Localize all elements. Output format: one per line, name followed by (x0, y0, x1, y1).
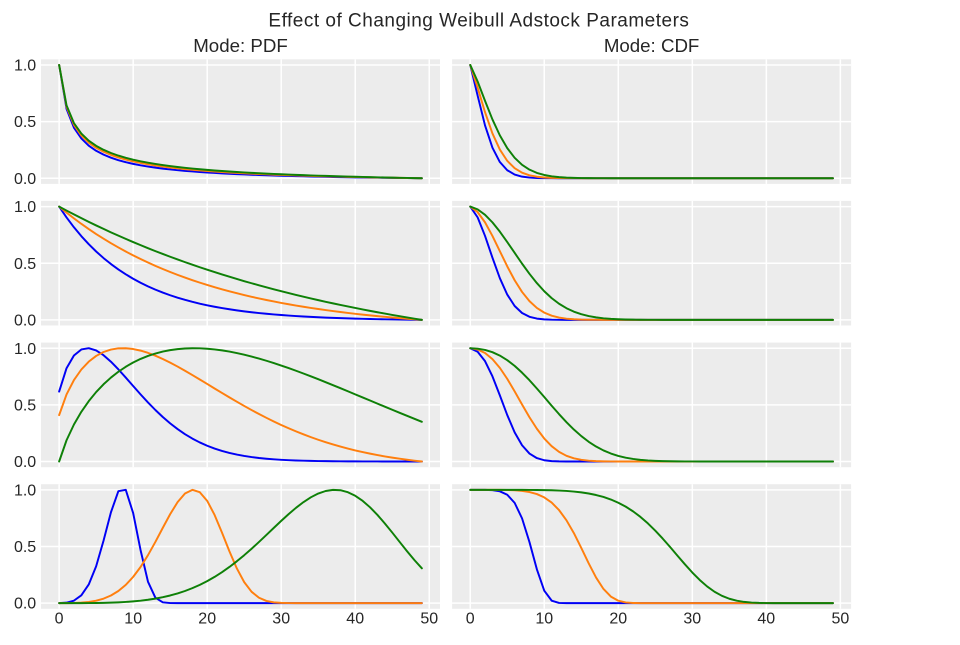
svg-text:50: 50 (832, 611, 850, 628)
svg-text:1.0: 1.0 (14, 341, 36, 358)
svg-text:50: 50 (420, 611, 438, 628)
svg-text:0.5: 0.5 (14, 114, 36, 131)
svg-text:1.0: 1.0 (14, 199, 36, 216)
svg-text:0: 0 (466, 611, 475, 628)
svg-text:1.0: 1.0 (14, 58, 36, 75)
svg-text:20: 20 (609, 611, 627, 628)
svg-text:Mode: CDF: Mode: CDF (604, 35, 700, 56)
svg-text:10: 10 (535, 611, 553, 628)
svg-text:0.0: 0.0 (14, 313, 36, 330)
svg-text:Mode: PDF: Mode: PDF (193, 35, 288, 56)
svg-text:1.0: 1.0 (14, 483, 36, 500)
svg-text:0.5: 0.5 (14, 256, 36, 273)
svg-text:Effect of Changing Weibull Ads: Effect of Changing Weibull Adstock Param… (268, 10, 689, 31)
svg-text:20: 20 (198, 611, 216, 628)
svg-text:40: 40 (346, 611, 364, 628)
svg-text:0.5: 0.5 (14, 398, 36, 415)
svg-text:30: 30 (272, 611, 290, 628)
svg-text:10: 10 (124, 611, 142, 628)
svg-text:40: 40 (757, 611, 775, 628)
svg-text:0: 0 (55, 611, 64, 628)
svg-text:0.0: 0.0 (14, 596, 36, 613)
svg-text:0.5: 0.5 (14, 539, 36, 556)
svg-text:0.0: 0.0 (14, 171, 36, 188)
svg-text:0.0: 0.0 (14, 454, 36, 471)
svg-text:30: 30 (683, 611, 701, 628)
